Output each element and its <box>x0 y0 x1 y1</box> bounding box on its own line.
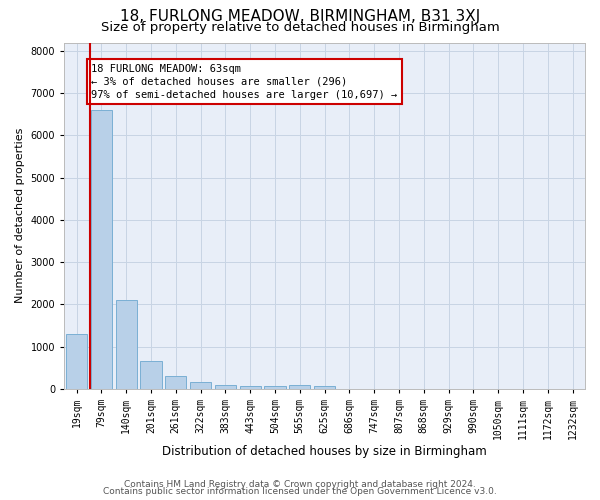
Text: 18, FURLONG MEADOW, BIRMINGHAM, B31 3XJ: 18, FURLONG MEADOW, BIRMINGHAM, B31 3XJ <box>120 9 480 24</box>
X-axis label: Distribution of detached houses by size in Birmingham: Distribution of detached houses by size … <box>162 444 487 458</box>
Bar <box>66 334 87 389</box>
Text: Size of property relative to detached houses in Birmingham: Size of property relative to detached ho… <box>101 21 499 34</box>
Text: Contains HM Land Registry data © Crown copyright and database right 2024.: Contains HM Land Registry data © Crown c… <box>124 480 476 489</box>
Bar <box>215 384 236 389</box>
Bar <box>239 386 261 389</box>
Bar <box>265 386 286 389</box>
Text: Contains public sector information licensed under the Open Government Licence v3: Contains public sector information licen… <box>103 487 497 496</box>
Bar <box>116 300 137 389</box>
Y-axis label: Number of detached properties: Number of detached properties <box>15 128 25 304</box>
Bar <box>91 110 112 389</box>
Bar <box>289 386 310 389</box>
Bar <box>190 382 211 389</box>
Bar <box>140 362 161 389</box>
Text: 18 FURLONG MEADOW: 63sqm
← 3% of detached houses are smaller (296)
97% of semi-d: 18 FURLONG MEADOW: 63sqm ← 3% of detache… <box>91 64 398 100</box>
Bar <box>165 376 187 389</box>
Bar <box>314 386 335 389</box>
